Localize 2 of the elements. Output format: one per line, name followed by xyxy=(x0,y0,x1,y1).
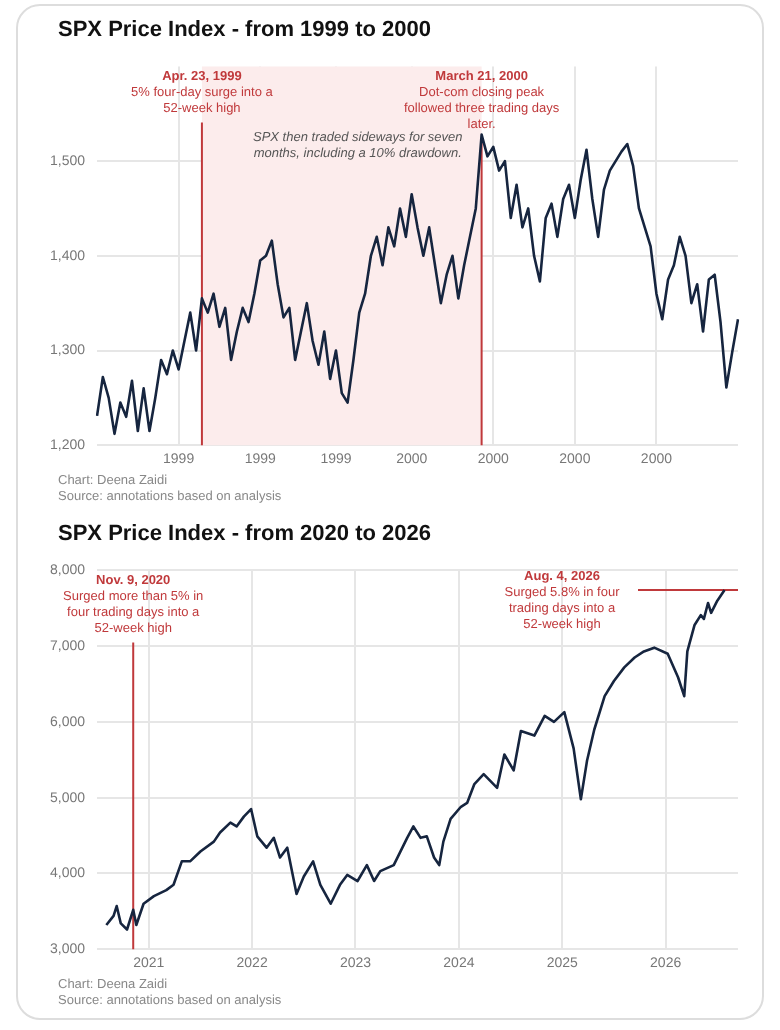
chart-title: SPX Price Index - from 1999 to 2000 xyxy=(58,18,433,46)
chart-title: SPX Price Index - from 2020 to 2026 xyxy=(58,522,433,550)
